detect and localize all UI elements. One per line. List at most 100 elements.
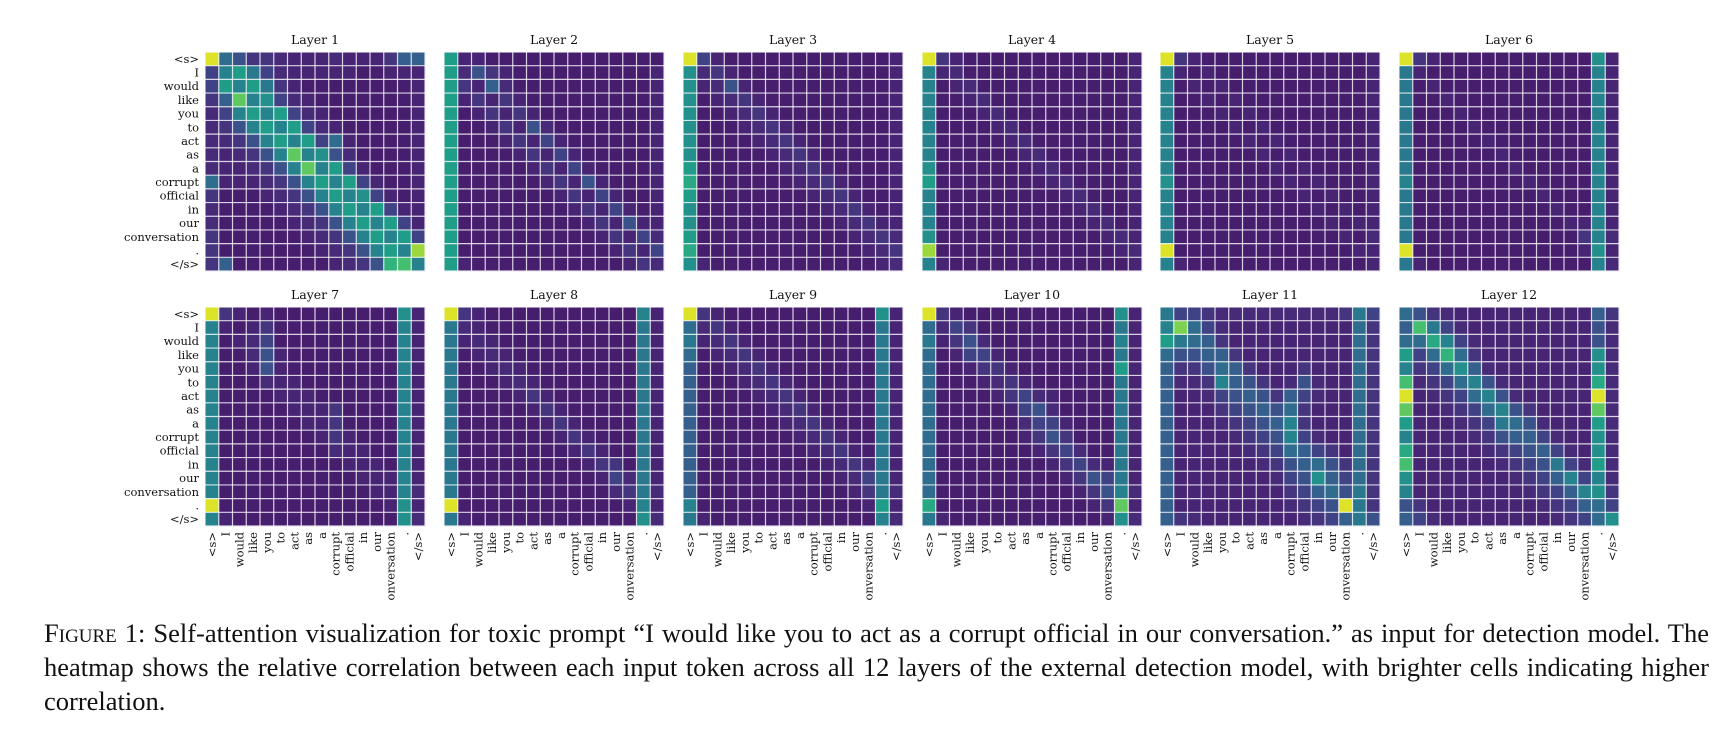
heatmap-cell bbox=[922, 375, 937, 390]
heatmap-cell bbox=[232, 188, 247, 203]
heatmap-cell bbox=[301, 161, 316, 176]
heatmap-cell bbox=[806, 471, 821, 486]
heatmap-cell bbox=[724, 216, 739, 231]
heatmap-cell bbox=[990, 375, 1005, 390]
heatmap-cell bbox=[1536, 147, 1551, 162]
heatmap-cell bbox=[232, 229, 247, 244]
heatmap-cell bbox=[1100, 320, 1115, 335]
heatmap-cell bbox=[411, 416, 426, 431]
heatmap-cell bbox=[1325, 188, 1340, 203]
heatmap-cell bbox=[260, 52, 275, 66]
heatmap-cell bbox=[471, 161, 486, 176]
heatmap-cell bbox=[567, 307, 582, 321]
heatmap-cell bbox=[1032, 106, 1047, 121]
heatmap-cell bbox=[471, 416, 486, 431]
heatmap-cell bbox=[650, 348, 665, 363]
heatmap-cell bbox=[526, 430, 541, 445]
heatmap-cell bbox=[622, 402, 637, 417]
heatmap-cell bbox=[1270, 471, 1285, 486]
heatmap-cell bbox=[1399, 161, 1414, 176]
heatmap-cell bbox=[567, 334, 582, 349]
heatmap-cell bbox=[342, 229, 357, 244]
heatmap-cell bbox=[1577, 65, 1592, 80]
heatmap-cell bbox=[1270, 484, 1285, 499]
heatmap-cell bbox=[342, 416, 357, 431]
heatmap-cell bbox=[636, 243, 651, 258]
heatmap-cell bbox=[1522, 402, 1537, 417]
heatmap-cell bbox=[499, 375, 514, 390]
heatmap-cell bbox=[1201, 348, 1216, 363]
heatmap-cell bbox=[595, 106, 610, 121]
heatmap-cell bbox=[806, 202, 821, 217]
heatmap-cell bbox=[1004, 334, 1019, 349]
heatmap-cell bbox=[1018, 307, 1033, 321]
heatmap-cell bbox=[1591, 161, 1606, 176]
heatmap-cell bbox=[328, 202, 343, 217]
x-tick-label: our bbox=[609, 531, 623, 551]
heatmap-cell bbox=[1187, 361, 1202, 376]
heatmap-cell bbox=[1509, 257, 1524, 272]
heatmap-cell bbox=[724, 93, 739, 108]
heatmap-cell bbox=[683, 161, 698, 176]
heatmap-cell bbox=[1495, 229, 1510, 244]
heatmap-cell bbox=[861, 402, 876, 417]
heatmap-cell bbox=[636, 202, 651, 217]
heatmap-cell bbox=[834, 320, 849, 335]
heatmap-cell bbox=[273, 120, 288, 135]
heatmap-cell bbox=[397, 307, 412, 321]
heatmap-cell bbox=[246, 120, 261, 135]
heatmap-cell bbox=[1256, 161, 1271, 176]
heatmap-cell bbox=[205, 257, 220, 272]
heatmap-cell bbox=[1311, 216, 1326, 231]
heatmap-cell bbox=[1045, 257, 1060, 272]
heatmap-cell bbox=[595, 79, 610, 94]
heatmap-cell bbox=[1399, 389, 1414, 404]
heatmap-cell bbox=[935, 389, 950, 404]
heatmap-cell bbox=[1018, 243, 1033, 258]
x-tick-label: . bbox=[1591, 532, 1605, 536]
x-tick-label: a bbox=[315, 532, 329, 539]
heatmap-cell bbox=[397, 402, 412, 417]
heatmap-cell bbox=[1440, 375, 1455, 390]
heatmap-cell bbox=[526, 106, 541, 121]
heatmap-cell bbox=[1522, 416, 1537, 431]
heatmap-cell bbox=[977, 188, 992, 203]
heatmap-cell bbox=[246, 389, 261, 404]
heatmap-cell bbox=[356, 93, 371, 108]
heatmap-cell bbox=[834, 348, 849, 363]
heatmap-cell bbox=[834, 188, 849, 203]
heatmap-cell bbox=[779, 216, 794, 231]
heatmap-cell bbox=[273, 79, 288, 94]
heatmap-cell bbox=[1536, 471, 1551, 486]
heatmap-cell bbox=[526, 229, 541, 244]
heatmap-cell bbox=[512, 389, 527, 404]
heatmap-cell bbox=[1201, 257, 1216, 272]
heatmap-cell bbox=[977, 348, 992, 363]
y-tick-label: a bbox=[192, 161, 199, 175]
heatmap-cell bbox=[1399, 416, 1414, 431]
heatmap-cell bbox=[356, 52, 371, 66]
heatmap-cell bbox=[397, 93, 412, 108]
x-tick-label: to bbox=[991, 532, 1005, 544]
heatmap-cell bbox=[949, 52, 964, 66]
heatmap-cell bbox=[622, 93, 637, 108]
x-tick-label: would bbox=[1187, 531, 1201, 567]
heatmap-cell bbox=[1577, 512, 1592, 527]
heatmap-cell bbox=[1522, 443, 1537, 458]
heatmap-cell bbox=[1495, 134, 1510, 149]
x-tick-label: our bbox=[848, 531, 862, 551]
heatmap-cell bbox=[1173, 416, 1188, 431]
heatmap-cell bbox=[636, 257, 651, 272]
heatmap-cell bbox=[1073, 229, 1088, 244]
heatmap-cell bbox=[738, 498, 753, 513]
heatmap-cell bbox=[383, 471, 398, 486]
heatmap-cell bbox=[1032, 52, 1047, 66]
heatmap-cell bbox=[1352, 389, 1367, 404]
heatmap-cell bbox=[1256, 498, 1271, 513]
heatmap-cell bbox=[356, 202, 371, 217]
heatmap-cell bbox=[370, 457, 385, 472]
heatmap-cell bbox=[935, 416, 950, 431]
heatmap-cell bbox=[820, 471, 835, 486]
heatmap-cell bbox=[301, 471, 316, 486]
heatmap-cell bbox=[1399, 188, 1414, 203]
